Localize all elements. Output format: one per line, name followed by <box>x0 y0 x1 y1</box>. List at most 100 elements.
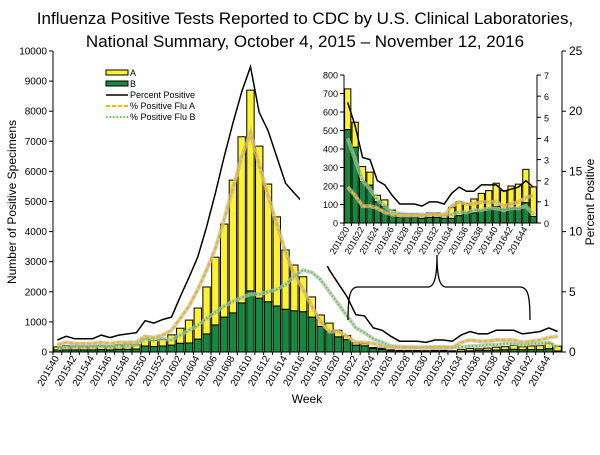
inset-y-tick-label: 100 <box>323 200 338 210</box>
bar-a <box>396 350 403 351</box>
bar-b <box>229 313 236 352</box>
inset-bar-b <box>419 218 425 223</box>
inset-bar-b <box>530 217 536 223</box>
bar-b <box>168 345 175 352</box>
bar-b <box>203 334 210 352</box>
bar-b <box>220 317 227 352</box>
bar-a <box>501 347 508 350</box>
inset-y2-tick-label: 4 <box>544 134 549 144</box>
y-axis-label: Number of Positive Specimens <box>5 120 19 284</box>
y-tick-label: 10000 <box>19 47 47 58</box>
line-pct-b <box>57 270 557 348</box>
bar-b <box>256 298 263 352</box>
y2-tick-label: 15 <box>569 164 583 178</box>
inset-bar-a <box>367 172 373 185</box>
bar-b <box>335 337 342 352</box>
bar-a <box>466 349 473 351</box>
y-tick-label: 7000 <box>25 137 48 148</box>
bar-b <box>326 331 333 352</box>
bar-b <box>343 340 350 352</box>
bar-a <box>484 348 491 350</box>
bar-a <box>440 350 447 351</box>
bar-a <box>536 346 543 350</box>
inset-y-tick-label: 700 <box>323 89 338 99</box>
bar-a <box>492 347 499 350</box>
y2-tick-label: 20 <box>569 104 583 118</box>
bar-b <box>299 312 306 352</box>
inset-bar-b <box>441 218 447 223</box>
y2-tick-label: 10 <box>569 225 583 239</box>
inset-y2-tick-label: 1 <box>544 198 549 208</box>
bar-b <box>317 326 324 352</box>
bar-a <box>405 350 412 351</box>
legend-swatch-b <box>106 81 128 86</box>
inset-y2-tick-label: 5 <box>544 113 549 123</box>
inset-y2-tick-label: 0 <box>544 219 549 229</box>
y-tick-label: 3000 <box>25 257 48 268</box>
inset-y2-tick-label: 2 <box>544 177 549 187</box>
bar-b <box>159 346 166 352</box>
inset-bar-b <box>515 208 521 223</box>
inset-y-tick-label: 200 <box>323 182 338 192</box>
legend-label-pct-a: % Positive Flu A <box>130 101 195 111</box>
inset-y-tick-label: 600 <box>323 108 338 118</box>
y2-tick-label: 5 <box>569 285 576 299</box>
legend-label-b: B <box>130 79 136 89</box>
y2-tick-label: 25 <box>569 44 583 58</box>
inset-bar-b <box>434 217 440 223</box>
bar-b <box>238 303 245 352</box>
bar-b <box>177 343 184 352</box>
bar-b <box>282 309 289 352</box>
inset-y-tick-label: 300 <box>323 163 338 173</box>
inset-bar-b <box>397 217 403 223</box>
chart-title-line2: National Summary, October 4, 2015 – Nove… <box>86 32 524 51</box>
bar-b <box>273 306 280 352</box>
y-tick-label: 1000 <box>25 317 48 328</box>
inset-plot: 0100200300400500600700800012345672016202… <box>300 66 555 266</box>
bar-a <box>519 347 526 350</box>
inset-y2-tick-label: 6 <box>544 92 549 102</box>
y-tick-label: 0 <box>41 348 47 359</box>
inset-bar-b <box>374 202 380 223</box>
legend: A B Percent Positive % Positive Flu A % … <box>106 68 196 122</box>
bar-b <box>185 343 192 352</box>
bar-b <box>308 317 315 352</box>
bar-b <box>141 346 148 352</box>
y-tick-label: 8000 <box>25 107 48 118</box>
bar-a <box>378 348 385 349</box>
bar-b <box>247 291 254 352</box>
y-tick-label: 9000 <box>25 77 48 88</box>
inset-bar-b <box>486 209 492 223</box>
inset-bar-b <box>456 216 462 223</box>
inset-bar-b <box>426 217 432 223</box>
inset-bar-b <box>404 217 410 223</box>
legend-label-a: A <box>130 68 136 78</box>
bar-a <box>457 349 464 351</box>
bar-a <box>203 287 210 334</box>
bar-a <box>414 350 421 351</box>
bar-b <box>361 346 368 352</box>
bar-a <box>370 347 377 348</box>
y-tick-label: 4000 <box>25 227 48 238</box>
chart-title-line1: Influenza Positive Tests Reported to CDC… <box>37 9 573 28</box>
bar-b <box>212 325 219 352</box>
inset-y-tick-label: 800 <box>323 71 338 81</box>
bar-b <box>194 339 201 352</box>
legend-swatch-a <box>106 70 128 75</box>
inset-bar-b <box>471 213 477 223</box>
legend-label-percent: Percent Positive <box>130 90 195 100</box>
inset-bar-b <box>478 211 484 223</box>
y-tick-label: 2000 <box>25 287 48 298</box>
bar-a <box>387 350 394 351</box>
inset-y-tick-label: 500 <box>323 126 338 136</box>
bar-a <box>475 349 482 351</box>
bar-a <box>510 346 517 350</box>
x-axis-label: Week <box>292 392 323 406</box>
bar-a <box>422 351 429 352</box>
bar-b <box>264 302 271 352</box>
bar-b <box>291 311 298 352</box>
bar-a <box>247 90 254 291</box>
inset-bar-b <box>449 218 455 223</box>
y2-tick-label: 0 <box>569 345 576 359</box>
